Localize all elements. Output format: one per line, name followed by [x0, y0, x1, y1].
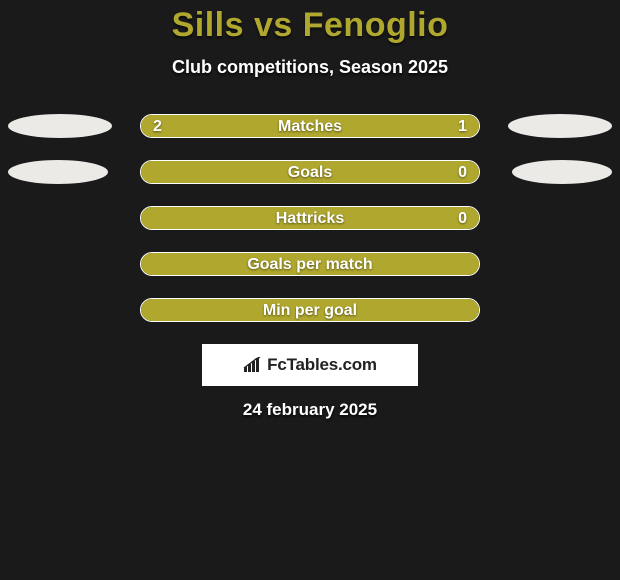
stat-row-hattricks: Hattricks 0	[0, 206, 620, 230]
stat-row-min-per-goal: Min per goal	[0, 298, 620, 322]
bar-chart-icon	[243, 357, 263, 373]
stat-label: Min per goal	[141, 299, 479, 322]
brand-text: FcTables.com	[267, 355, 377, 375]
stat-row-matches: 2 Matches 1	[0, 114, 620, 138]
stat-right-value: 0	[458, 207, 467, 230]
page-title: Sills vs Fenoglio	[0, 6, 620, 45]
left-blob	[8, 160, 108, 184]
stat-row-goals-per-match: Goals per match	[0, 252, 620, 276]
stat-label: Hattricks	[141, 207, 479, 230]
right-blob	[508, 114, 612, 138]
date-label: 24 february 2025	[0, 400, 620, 420]
stat-label: Goals	[141, 161, 479, 184]
comparison-card: Sills vs Fenoglio Club competitions, Sea…	[0, 0, 620, 580]
stat-bar: Hattricks 0	[140, 206, 480, 230]
stat-right-value: 1	[458, 115, 467, 138]
left-blob	[8, 114, 112, 138]
page-subtitle: Club competitions, Season 2025	[0, 57, 620, 78]
stat-rows: 2 Matches 1 Goals 0 Hattricks	[0, 114, 620, 322]
stat-bar: Goals 0	[140, 160, 480, 184]
right-blob	[512, 160, 612, 184]
stat-label: Matches	[141, 115, 479, 138]
brand-badge[interactable]: FcTables.com	[202, 344, 418, 386]
stat-bar: 2 Matches 1	[140, 114, 480, 138]
stat-bar: Min per goal	[140, 298, 480, 322]
stat-row-goals: Goals 0	[0, 160, 620, 184]
stat-label: Goals per match	[141, 253, 479, 276]
stat-bar: Goals per match	[140, 252, 480, 276]
stat-right-value: 0	[458, 161, 467, 184]
